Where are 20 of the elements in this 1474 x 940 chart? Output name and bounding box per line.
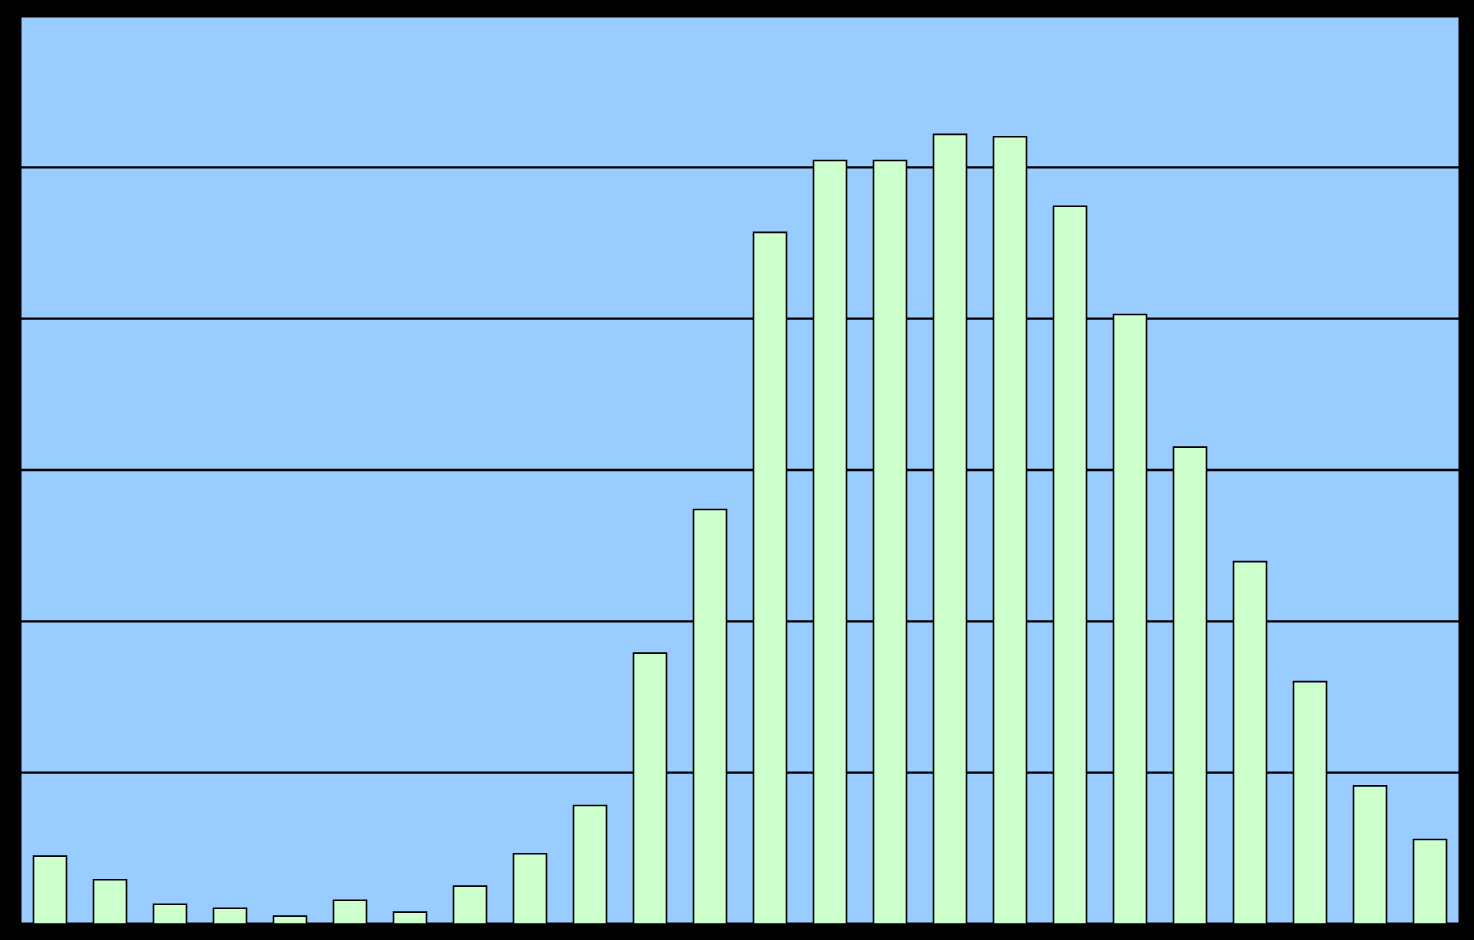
bar [1052, 205, 1088, 924]
bar [632, 652, 668, 924]
bar [1292, 680, 1328, 924]
bar [812, 159, 848, 924]
bar [992, 136, 1028, 924]
bar [1112, 313, 1148, 924]
bar [92, 878, 128, 924]
bar [1172, 446, 1208, 924]
bar [512, 852, 548, 924]
bar [692, 508, 728, 924]
bar [1232, 560, 1268, 924]
bar [332, 899, 368, 924]
bar [752, 231, 788, 924]
bar [1352, 785, 1388, 924]
bar [872, 159, 908, 924]
bar [32, 855, 68, 924]
bar [572, 804, 608, 924]
bar [1412, 838, 1448, 924]
bar [452, 885, 488, 924]
bar [932, 133, 968, 924]
